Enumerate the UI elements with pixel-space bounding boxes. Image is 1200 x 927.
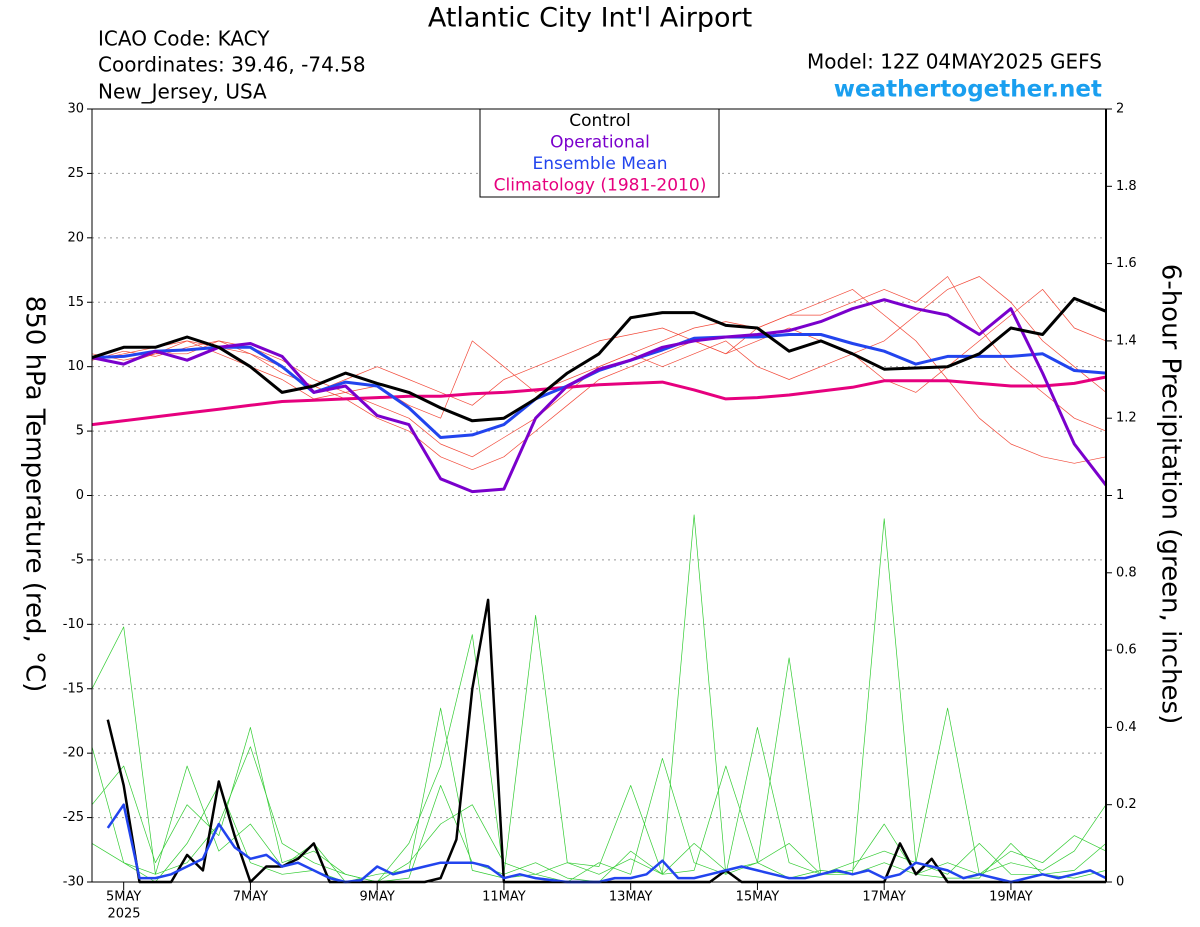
y2-tick-label: 0	[1116, 875, 1124, 890]
series-line	[91, 298, 1108, 494]
station-coordinates: Coordinates: 39.46, -74.58	[98, 53, 366, 77]
y2-tick-label: 0.4	[1116, 720, 1137, 735]
y-tick-label: 5	[76, 424, 84, 439]
y2-tick-label: 1.4	[1116, 333, 1137, 348]
legend-entry: Operational	[550, 133, 650, 153]
y2-tick-label: 1.8	[1116, 179, 1137, 194]
member-line	[106, 803, 1107, 884]
x-tick-label: 17MAY	[862, 890, 906, 905]
y2-tick-label: 2	[1116, 102, 1124, 117]
member-line	[91, 707, 1107, 883]
x-tick-label: 15MAY	[736, 890, 780, 905]
y-tick-label: 25	[67, 166, 84, 181]
legend-entry: Control	[569, 111, 630, 131]
plot-area: -30 -25 -20 -15 -10 -5 0 5 10 15 20 25 30 0 0.2 0.4 0.6 0…	[63, 102, 1137, 905]
y-axis-label: 850 hPa Temperature (red, °C)	[20, 296, 50, 693]
y-tick-label: 20	[67, 230, 84, 245]
station-code: ICAO Code: KACY	[98, 27, 270, 51]
y2-tick-label: 1	[1116, 488, 1124, 503]
y-tick-label: -15	[63, 681, 84, 696]
y2-tick-label: 0.2	[1116, 797, 1137, 812]
chart-title: Atlantic City Int'l Airport	[428, 3, 752, 34]
y-tick-label: -30	[63, 875, 84, 890]
y-tick-label: -10	[63, 617, 84, 632]
y2-tick-label: 0.8	[1116, 565, 1137, 580]
y-tick-label: -20	[63, 746, 84, 761]
member-line	[91, 276, 1107, 419]
x-tick-label: 7MAY	[233, 890, 268, 905]
website: weathertogether.net	[834, 77, 1102, 103]
model-run: Model: 12Z 04MAY2025 GEFS	[807, 50, 1102, 74]
x-tick-label: 19MAY	[989, 890, 1033, 905]
member-line	[91, 289, 1107, 406]
station-region: New_Jersey, USA	[98, 80, 267, 104]
y2-tick-label: 1.6	[1116, 256, 1137, 271]
legend-entry: Climatology (1981-2010)	[494, 176, 707, 196]
y2-tick-label: 0.6	[1116, 643, 1137, 658]
legend-entry: Ensemble Mean	[532, 154, 667, 174]
y-tick-label: -5	[71, 552, 84, 567]
series-line	[91, 375, 1107, 427]
x-year-label: 2025	[107, 907, 140, 922]
y2-tick-label: 1.2	[1116, 411, 1137, 426]
x-tick-label: 11MAY	[482, 890, 526, 905]
y-tick-label: 30	[67, 102, 84, 117]
x-tick-label: 5MAY	[106, 890, 141, 905]
legend-box	[479, 108, 720, 198]
x-tick-label: 9MAY	[360, 890, 395, 905]
series-line	[91, 296, 1107, 423]
y-tick-label: 0	[76, 488, 84, 503]
member-line	[91, 518, 1107, 883]
y2-axis-label: 6-hour Precipitation (green, inches)	[1156, 264, 1186, 724]
y-tick-label: 10	[67, 359, 84, 374]
x-tick-label: 13MAY	[609, 890, 653, 905]
y-tick-label: 15	[67, 295, 84, 310]
y-tick-label: -25	[63, 810, 84, 825]
